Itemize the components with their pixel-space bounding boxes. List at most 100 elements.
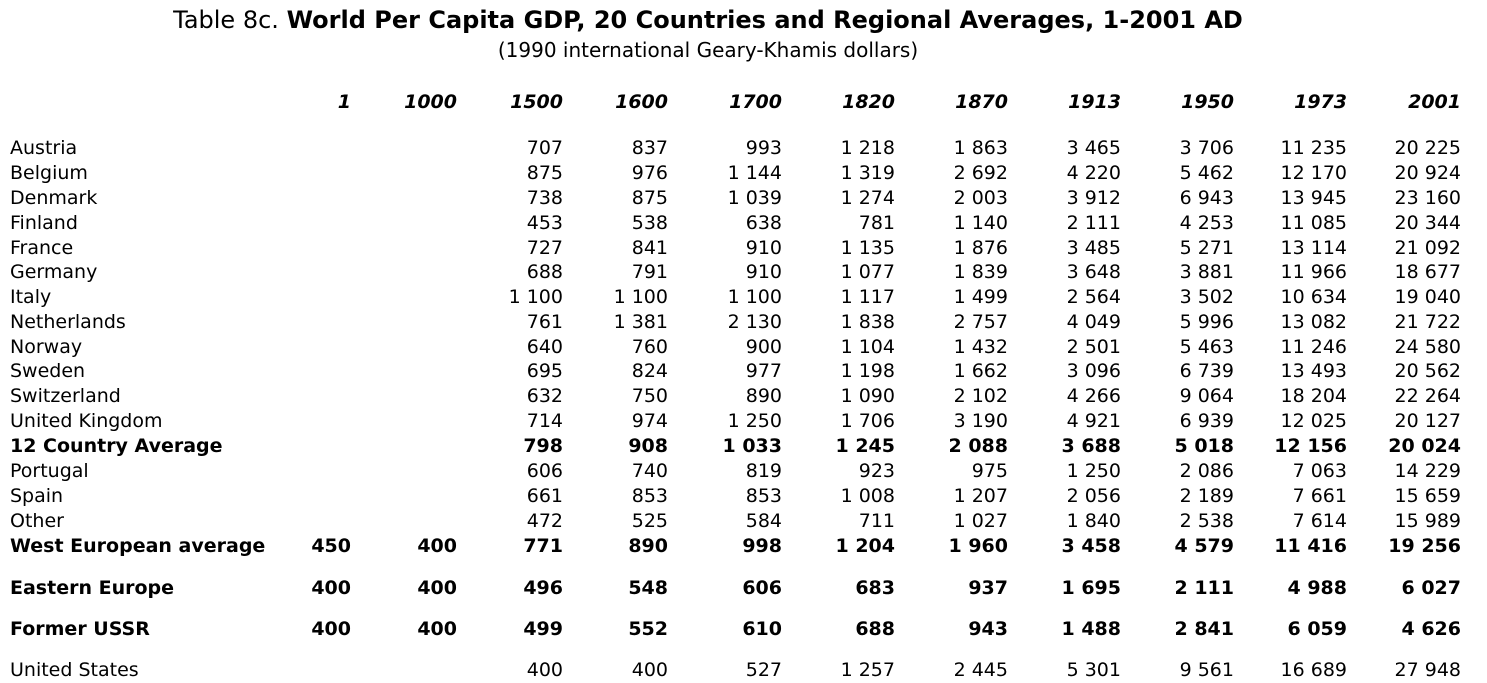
table-cell: 11 416 [1274, 535, 1347, 557]
table-cell: 2 189 [1179, 485, 1234, 507]
table-cell: 1 033 [722, 435, 783, 457]
table-cell: 1 100 [727, 286, 782, 308]
column-header-1700: 1700 [729, 91, 782, 113]
table-cell: 9 064 [1179, 385, 1234, 407]
table-row: Austria 707 837 993 1 218 1 863 3 465 3 706 11 2… [0, 136, 1487, 161]
table-row: Other 472 525 584 711 1 027 1 840 2 538 7 614 15 … [0, 509, 1487, 534]
table-cell: 791 [631, 261, 668, 283]
table-cell: 1 839 [953, 261, 1008, 283]
column-header-1000: 1000 [404, 91, 457, 113]
table-cell: 15 989 [1394, 510, 1461, 532]
table-cell: 400 [417, 577, 457, 599]
table-cell: 1 838 [840, 311, 895, 333]
row-label: Former USSR [10, 618, 150, 640]
row-label: United Kingdom [10, 410, 163, 432]
table-cell: 2 088 [948, 435, 1009, 457]
table-cell: 11 966 [1280, 261, 1347, 283]
table-cell: 19 040 [1394, 286, 1461, 308]
table-cell: 638 [745, 212, 782, 234]
row-label: Belgium [10, 162, 88, 184]
table-title-text: World Per Capita GDP, 20 Countries and R… [286, 6, 1243, 34]
table-cell: 552 [628, 618, 668, 640]
table-cell: 610 [742, 618, 782, 640]
table-cell: 714 [526, 410, 563, 432]
table-cell: 781 [858, 212, 895, 234]
table-cell: 14 229 [1394, 460, 1461, 482]
table-cell: 584 [745, 510, 782, 532]
table-cell: 6 939 [1179, 410, 1234, 432]
table-cell: 841 [631, 237, 668, 259]
row-label: Sweden [10, 360, 86, 382]
table-cell: 798 [523, 435, 563, 457]
row-label: Netherlands [10, 311, 126, 333]
table-cell: 4 921 [1066, 410, 1121, 432]
table-cell: 7 661 [1292, 485, 1347, 507]
table-cell: 400 [631, 659, 668, 681]
column-header-1870: 1870 [955, 91, 1008, 113]
table-row: Finland 453 538 638 781 1 140 2 111 4 253 11 085… [0, 211, 1487, 236]
table-cell: 3 190 [953, 410, 1008, 432]
table-cell: 472 [526, 510, 563, 532]
table-cell: 10 634 [1280, 286, 1347, 308]
table-cell: 6 059 [1287, 618, 1348, 640]
table-cell: 824 [631, 360, 668, 382]
table-cell: 890 [628, 535, 668, 557]
table-cell: 20 024 [1388, 435, 1461, 457]
table-cell: 5 462 [1179, 162, 1234, 184]
table-cell: 1 104 [840, 336, 895, 358]
table-cell: 661 [526, 485, 563, 507]
table-cell: 1 144 [727, 162, 782, 184]
column-header-1973: 1973 [1294, 91, 1347, 113]
table-cell: 1 077 [840, 261, 895, 283]
table-cell: 771 [523, 535, 563, 557]
table-cell: 1 140 [953, 212, 1008, 234]
table-cell: 400 [526, 659, 563, 681]
table-cell: 21 722 [1394, 311, 1461, 333]
table-cell: 548 [628, 577, 668, 599]
table-cell: 18 204 [1280, 385, 1347, 407]
table-cell: 525 [631, 510, 668, 532]
table-cell: 1 039 [727, 187, 782, 209]
table-cell: 400 [311, 577, 351, 599]
table-cell: 1 117 [840, 286, 895, 308]
table-cell: 1 100 [613, 286, 668, 308]
table-cell: 975 [971, 460, 1008, 482]
table-cell: 3 688 [1061, 435, 1122, 457]
row-label: Germany [10, 261, 98, 283]
table-cell: 3 096 [1066, 360, 1121, 382]
table-cell: 632 [526, 385, 563, 407]
table-cell: 4 049 [1066, 311, 1121, 333]
table-cell: 453 [526, 212, 563, 234]
table-cell: 450 [311, 535, 351, 557]
table-cell: 707 [526, 137, 563, 159]
table-row: Norway 640 760 900 1 104 1 432 2 501 5 463 11 24… [0, 335, 1487, 360]
table-cell: 1 198 [840, 360, 895, 382]
table-row: Portugal 606 740 819 923 975 1 250 2 086 7 063 14… [0, 459, 1487, 484]
table-cell: 1 008 [840, 485, 895, 507]
table-cell: 760 [631, 336, 668, 358]
table-cell: 923 [858, 460, 895, 482]
table-cell: 400 [417, 618, 457, 640]
table-cell: 6 943 [1179, 187, 1234, 209]
table-cell: 819 [745, 460, 782, 482]
table-cell: 9 561 [1179, 659, 1234, 681]
table-cell: 1 218 [840, 137, 895, 159]
table-cell: 1 706 [840, 410, 895, 432]
row-label: Norway [10, 336, 83, 358]
table-cell: 727 [526, 237, 563, 259]
table-cell: 1 863 [953, 137, 1008, 159]
row-label: Spain [10, 485, 64, 507]
table-cell: 20 127 [1394, 410, 1461, 432]
table-cell: 1 432 [953, 336, 1008, 358]
table-cell: 2 102 [953, 385, 1008, 407]
table-cell: 1 245 [835, 435, 896, 457]
table-cell: 27 948 [1394, 659, 1461, 681]
row-label: West European average [10, 535, 266, 557]
table-cell: 20 562 [1394, 360, 1461, 382]
table-cell: 2 130 [727, 311, 782, 333]
table-cell: 853 [745, 485, 782, 507]
table-cell: 20 225 [1394, 137, 1461, 159]
table-cell: 1 250 [1066, 460, 1121, 482]
table-cell: 738 [526, 187, 563, 209]
column-header-1600: 1600 [615, 91, 668, 113]
